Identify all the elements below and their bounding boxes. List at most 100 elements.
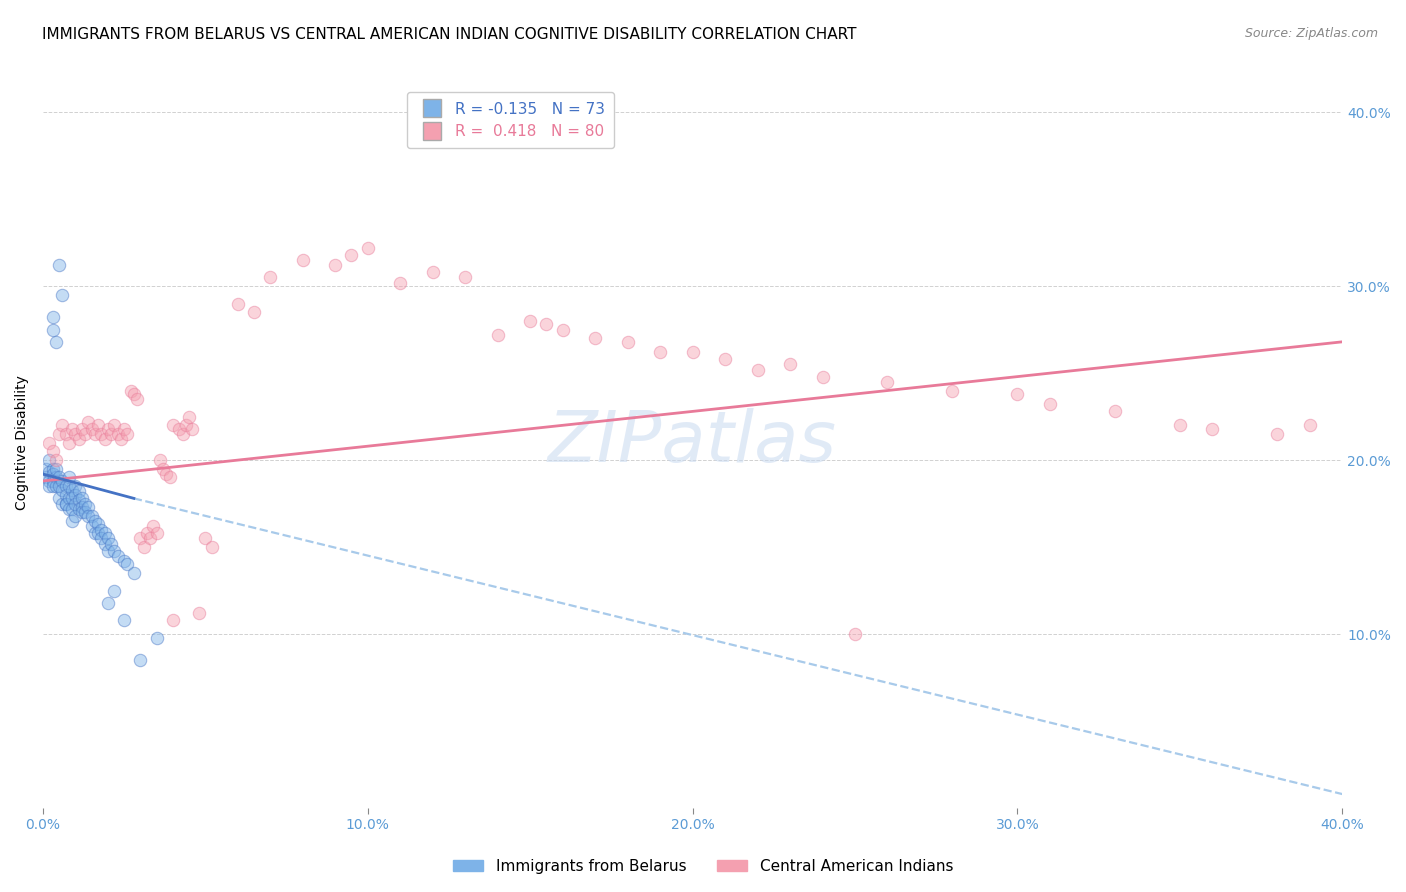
- Point: [1201, 422, 1223, 436]
- Point: [155, 467, 177, 481]
- Point: [103, 543, 125, 558]
- Point: [83, 427, 105, 442]
- Point: [747, 362, 769, 376]
- Point: [38, 465, 60, 479]
- Point: [107, 427, 129, 442]
- Point: [58, 501, 80, 516]
- Point: [117, 427, 139, 442]
- Point: [323, 258, 346, 272]
- Point: [103, 418, 125, 433]
- Point: [87, 526, 110, 541]
- Point: [1007, 387, 1029, 401]
- Point: [90, 523, 112, 537]
- Point: [120, 384, 142, 398]
- Point: [70, 422, 93, 436]
- Point: [129, 653, 152, 667]
- Point: [941, 384, 963, 398]
- Point: [97, 532, 120, 546]
- Text: Source: ZipAtlas.com: Source: ZipAtlas.com: [1244, 27, 1378, 40]
- Point: [65, 427, 87, 442]
- Point: [77, 508, 100, 523]
- Point: [48, 470, 70, 484]
- Point: [41, 474, 63, 488]
- Point: [65, 488, 87, 502]
- Point: [58, 491, 80, 506]
- Point: [259, 270, 281, 285]
- Point: [486, 327, 509, 342]
- Point: [75, 427, 97, 442]
- Point: [60, 501, 83, 516]
- Point: [77, 415, 100, 429]
- Point: [51, 483, 73, 497]
- Point: [83, 526, 105, 541]
- Point: [41, 467, 63, 481]
- Point: [135, 526, 157, 541]
- Point: [80, 508, 103, 523]
- Point: [48, 491, 70, 506]
- Point: [1104, 404, 1126, 418]
- Point: [811, 369, 834, 384]
- Point: [55, 479, 77, 493]
- Point: [226, 296, 249, 310]
- Point: [682, 345, 704, 359]
- Point: [162, 418, 184, 433]
- Point: [181, 422, 204, 436]
- Point: [107, 549, 129, 563]
- Point: [60, 483, 83, 497]
- Point: [55, 488, 77, 502]
- Point: [70, 491, 93, 506]
- Point: [70, 500, 93, 514]
- Point: [97, 543, 120, 558]
- Point: [41, 479, 63, 493]
- Point: [93, 526, 115, 541]
- Legend: Immigrants from Belarus, Central American Indians: Immigrants from Belarus, Central America…: [447, 853, 959, 880]
- Point: [75, 505, 97, 519]
- Point: [35, 470, 58, 484]
- Y-axis label: Cognitive Disability: Cognitive Disability: [15, 376, 30, 510]
- Point: [67, 484, 90, 499]
- Point: [1039, 397, 1062, 411]
- Point: [340, 248, 363, 262]
- Point: [58, 470, 80, 484]
- Point: [41, 444, 63, 458]
- Point: [112, 613, 135, 627]
- Point: [48, 479, 70, 493]
- Point: [65, 479, 87, 493]
- Point: [90, 532, 112, 546]
- Point: [112, 554, 135, 568]
- Point: [58, 435, 80, 450]
- Point: [519, 314, 541, 328]
- Legend: R = -0.135   N = 73, R =  0.418   N = 80: R = -0.135 N = 73, R = 0.418 N = 80: [408, 93, 614, 148]
- Point: [616, 334, 638, 349]
- Point: [876, 375, 898, 389]
- Point: [100, 536, 122, 550]
- Point: [714, 352, 737, 367]
- Point: [65, 508, 87, 523]
- Point: [65, 497, 87, 511]
- Point: [187, 606, 209, 620]
- Point: [1265, 427, 1288, 442]
- Point: [112, 422, 135, 436]
- Point: [48, 258, 70, 272]
- Point: [55, 497, 77, 511]
- Point: [60, 422, 83, 436]
- Point: [35, 462, 58, 476]
- Point: [45, 462, 67, 476]
- Point: [38, 435, 60, 450]
- Point: [145, 631, 167, 645]
- Point: [97, 422, 120, 436]
- Point: [142, 519, 165, 533]
- Point: [159, 470, 181, 484]
- Point: [177, 409, 200, 424]
- Point: [172, 427, 194, 442]
- Point: [117, 558, 139, 572]
- Point: [60, 491, 83, 506]
- Point: [110, 432, 132, 446]
- Point: [51, 288, 73, 302]
- Point: [152, 462, 174, 476]
- Point: [45, 334, 67, 349]
- Point: [93, 432, 115, 446]
- Point: [51, 497, 73, 511]
- Point: [75, 497, 97, 511]
- Point: [357, 241, 380, 255]
